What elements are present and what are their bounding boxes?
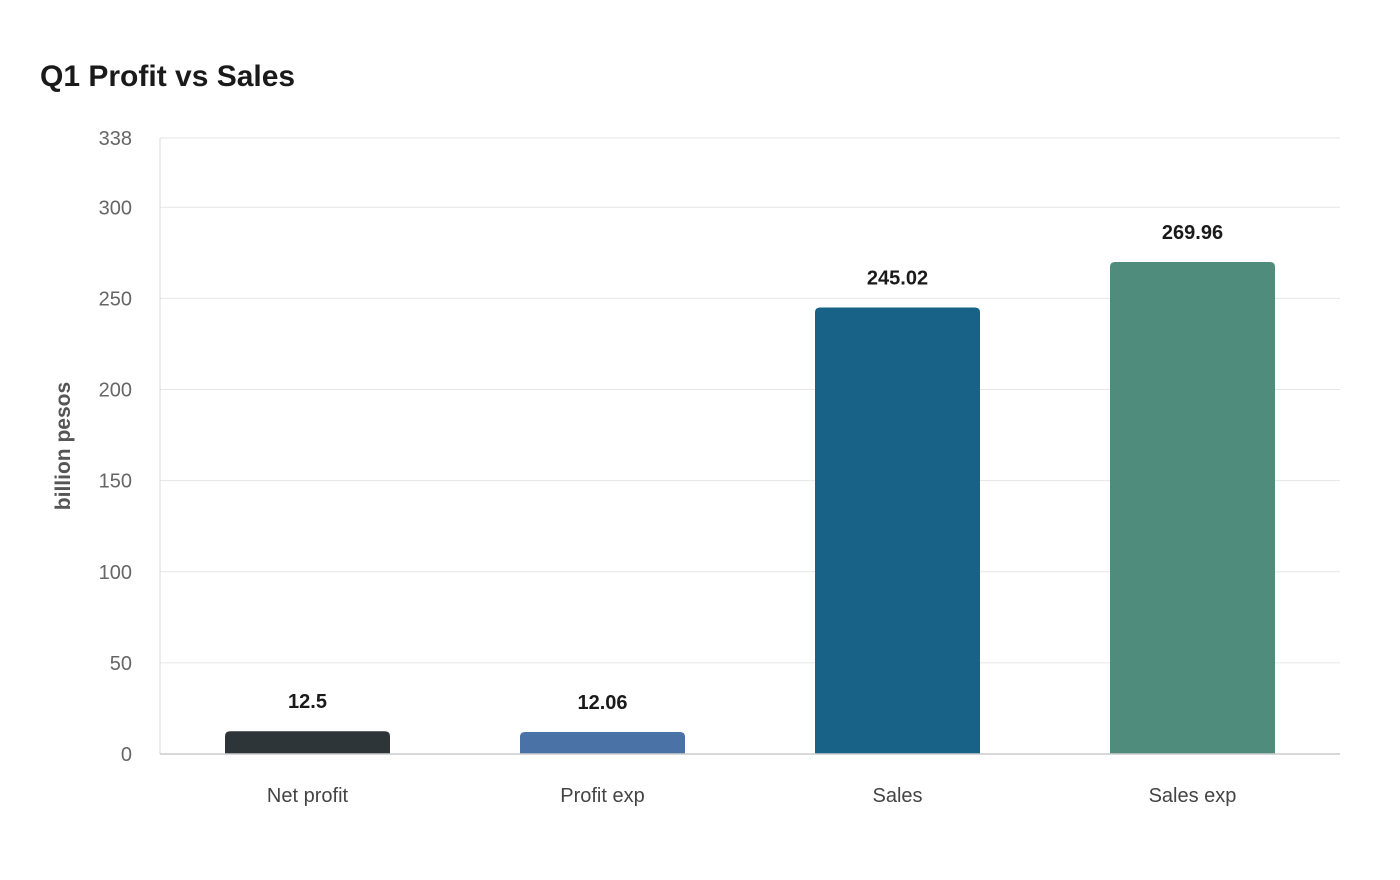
bars bbox=[225, 262, 1275, 754]
y-tick-label: 0 bbox=[121, 744, 132, 766]
category-labels: Net profit Profit exp Sales Sales exp bbox=[267, 785, 1237, 807]
y-tick-label: 250 bbox=[99, 288, 132, 310]
y-tick-label: 50 bbox=[110, 653, 132, 675]
category-label: Net profit bbox=[267, 785, 349, 807]
y-tick-label: 338 bbox=[99, 128, 132, 150]
category-label: Profit exp bbox=[560, 785, 644, 807]
y-axis-title: billion pesos bbox=[52, 382, 75, 510]
value-label: 12.06 bbox=[577, 692, 627, 714]
value-labels: 12.5 12.06 245.02 269.96 bbox=[288, 222, 1223, 714]
bar-sales-exp bbox=[1110, 262, 1275, 754]
y-tick-label: 100 bbox=[99, 562, 132, 584]
bar-net-profit bbox=[225, 731, 390, 754]
y-axis-ticks: 0 50 100 150 200 250 300 338 bbox=[99, 128, 132, 766]
bar-profit-exp bbox=[520, 732, 685, 754]
category-label: Sales exp bbox=[1149, 785, 1237, 807]
chart-title: Q1 Profit vs Sales bbox=[40, 60, 296, 93]
value-label: 12.5 bbox=[288, 691, 327, 713]
category-label: Sales bbox=[872, 785, 922, 807]
y-tick-label: 300 bbox=[99, 197, 132, 219]
value-label: 245.02 bbox=[867, 267, 928, 289]
value-label: 269.96 bbox=[1162, 222, 1223, 244]
y-tick-label: 150 bbox=[99, 471, 132, 493]
y-tick-label: 200 bbox=[99, 380, 132, 402]
grid-lines bbox=[160, 137, 1340, 664]
bar-sales bbox=[815, 307, 980, 754]
